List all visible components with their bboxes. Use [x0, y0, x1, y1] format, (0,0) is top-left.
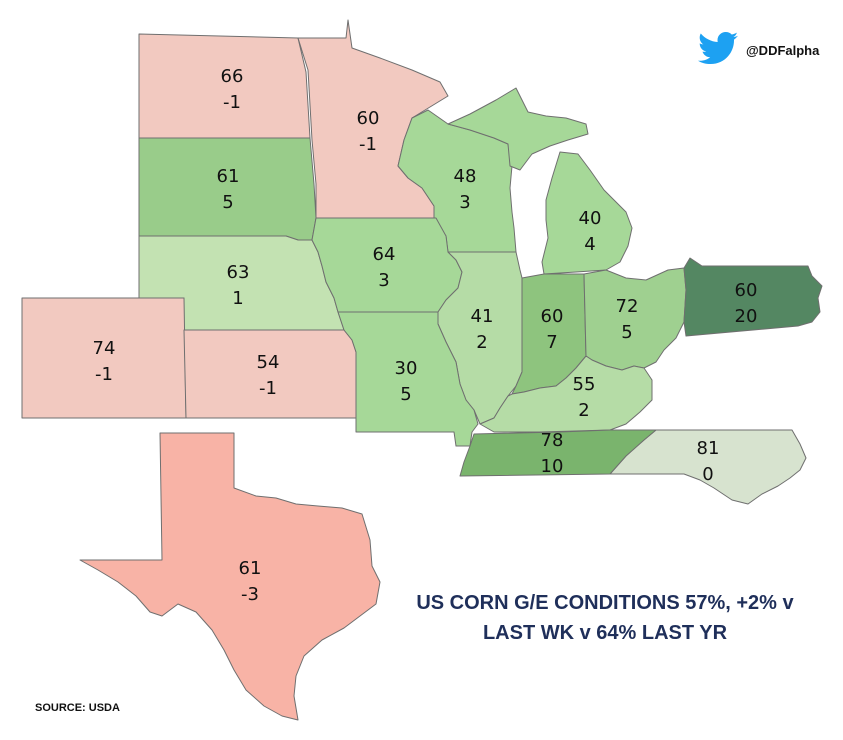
state-minnesota: 60 -1 — [297, 19, 449, 219]
state-value: 48 — [454, 166, 477, 187]
state-value: 40 — [579, 208, 602, 229]
state-shape — [541, 151, 633, 275]
state-change: 0 — [702, 464, 713, 485]
twitter-handle: @DDFalpha — [698, 32, 820, 68]
state-value: 54 — [257, 352, 280, 373]
state-shape — [79, 432, 381, 721]
state-change: 20 — [735, 306, 758, 327]
state-value: 61 — [239, 558, 262, 579]
twitter-bird-icon — [698, 32, 738, 68]
state-change: -1 — [359, 134, 377, 155]
state-shape — [447, 87, 589, 171]
state-value: 66 — [221, 66, 244, 87]
state-shape — [683, 257, 823, 337]
state-ohio: 72 5 — [583, 267, 687, 371]
state-pennsylvania: 60 20 — [683, 257, 823, 337]
state-value: 55 — [573, 374, 596, 395]
state-texas: 61 -3 — [79, 432, 381, 721]
state-change: -1 — [259, 378, 277, 399]
state-wisconsin: 48 3 — [397, 109, 517, 253]
state-shape — [583, 267, 687, 371]
state-value: 74 — [93, 338, 116, 359]
state-kansas: 54 -1 — [183, 329, 357, 419]
state-michigan: 40 4 — [447, 87, 633, 275]
state-shape — [337, 311, 479, 447]
state-shape — [479, 355, 653, 433]
state-kentucky: 55 2 — [479, 355, 653, 433]
state-value: 81 — [697, 438, 720, 459]
state-shape — [311, 217, 463, 313]
source-note: SOURCE: USDA — [35, 702, 120, 714]
state-north-dakota: 66 -1 — [138, 33, 311, 139]
state-value: 61 — [217, 166, 240, 187]
state-missouri: 30 5 — [337, 311, 479, 447]
state-colorado: 74 -1 — [21, 297, 187, 419]
state-value: 78 — [541, 430, 564, 451]
headline-line-1: US CORN G/E CONDITIONS 57%, +2% v — [416, 592, 794, 614]
state-change: 5 — [222, 192, 233, 213]
state-change: 3 — [459, 192, 470, 213]
state-value: 60 — [357, 108, 380, 129]
state-change: 10 — [541, 456, 564, 477]
state-value: 63 — [227, 262, 250, 283]
state-change: -3 — [241, 584, 259, 605]
state-change: 5 — [400, 384, 411, 405]
state-indiana: 60 7 — [511, 273, 587, 395]
state-tennessee: 78 10 — [459, 429, 657, 477]
state-shape — [183, 329, 357, 419]
state-south-dakota: 61 5 — [138, 137, 317, 241]
state-shape — [138, 137, 317, 241]
state-iowa: 64 3 — [311, 217, 463, 313]
map-headline: US CORN G/E CONDITIONS 57%, +2% v LAST W… — [395, 588, 815, 648]
state-change: 3 — [378, 270, 389, 291]
state-change: 5 — [621, 322, 632, 343]
state-change: 2 — [476, 332, 487, 353]
headline-line-2: LAST WK v 64% LAST YR — [482, 622, 728, 644]
state-change: 1 — [232, 288, 243, 309]
state-value: 30 — [395, 358, 418, 379]
handle-text: @DDFalpha — [746, 42, 820, 58]
state-change: 4 — [584, 234, 595, 255]
state-value: 72 — [616, 296, 639, 317]
state-value: 60 — [541, 306, 564, 327]
state-shape — [138, 33, 311, 139]
state-value: 60 — [735, 280, 758, 301]
state-value: 41 — [471, 306, 494, 327]
state-change: 7 — [546, 332, 557, 353]
state-change: 2 — [578, 400, 589, 421]
state-change: -1 — [223, 92, 241, 113]
state-value: 64 — [373, 244, 396, 265]
state-shape — [459, 429, 657, 477]
state-north-carolina: 81 0 — [609, 429, 807, 505]
state-change: -1 — [95, 364, 113, 385]
